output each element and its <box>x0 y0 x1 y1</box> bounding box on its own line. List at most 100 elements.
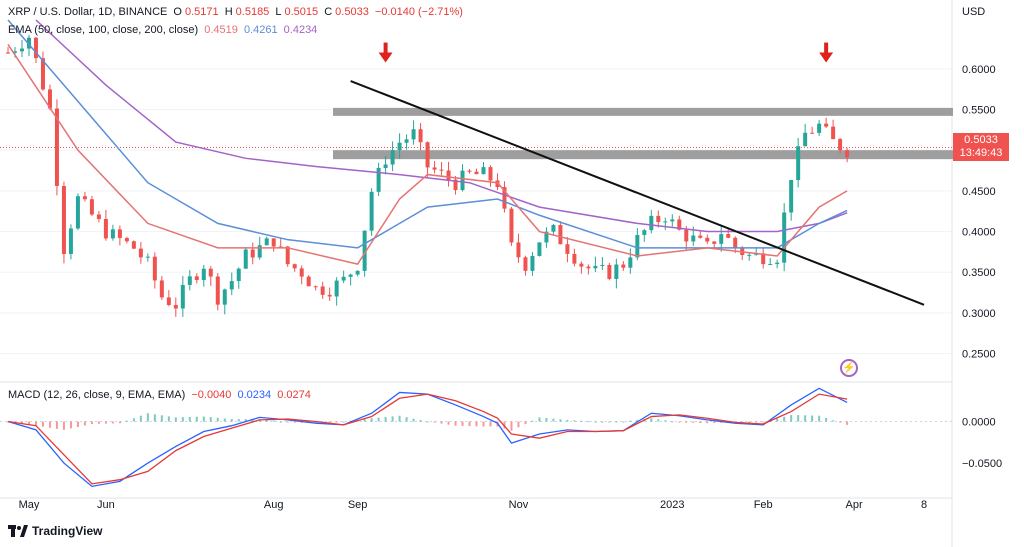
candle-body <box>446 170 451 180</box>
ema-legend[interactable]: EMA (50, close, 100, close, 200, close) … <box>8 24 320 36</box>
candle-body <box>789 180 794 213</box>
lightning-icon[interactable]: ⚡ <box>840 359 858 377</box>
grid <box>0 0 953 547</box>
candle-body <box>40 58 45 90</box>
macd-hist-bar <box>503 421 506 429</box>
macd-hist-bar <box>587 421 590 423</box>
time-axis[interactable]: May Jun Aug Sep Nov 2023 Feb Apr 8 <box>19 499 928 511</box>
candle-body <box>453 179 458 191</box>
macd-hist-bar <box>825 418 828 422</box>
macd-hist-bar <box>629 420 632 422</box>
macd-hist-bar <box>440 421 443 424</box>
macd-hist-bar <box>314 421 317 424</box>
time-tick-label: Apr <box>846 499 863 511</box>
high-label: H <box>224 6 233 18</box>
candle-body <box>236 268 241 282</box>
trendline[interactable] <box>350 80 925 306</box>
ema100-value: 0.4261 <box>243 24 278 36</box>
last-price-tag: 0.5033 13:49:43 <box>953 133 1009 161</box>
descending-trendline <box>350 80 925 306</box>
macd-legend[interactable]: MACD (12, 26, close, 9, EMA, EMA) −0.004… <box>8 389 314 401</box>
arrow-down-icon <box>378 42 393 63</box>
macd-hist-bar <box>174 417 177 422</box>
candle-body <box>558 225 563 245</box>
macd-hist-bar <box>209 417 212 422</box>
macd-hist-bar <box>286 421 289 423</box>
candle-body <box>551 225 556 232</box>
macd-hist-bar <box>167 416 170 422</box>
candle-body <box>117 229 122 239</box>
candle-body <box>530 255 535 271</box>
macd-hist-bar <box>699 421 702 423</box>
arrow-shaft <box>383 42 388 53</box>
macd-hist-bar <box>468 421 471 427</box>
candle-body <box>782 212 787 263</box>
macd-hist-bar <box>608 421 611 423</box>
candle-body <box>299 268 304 277</box>
price-tick-label: 0.4000 <box>962 227 996 239</box>
candle-body <box>222 289 227 305</box>
time-tick-label: Nov <box>509 499 529 511</box>
candle-body <box>404 139 409 143</box>
arrow-head <box>819 52 834 63</box>
macd-tick-label: 0.0000 <box>962 417 996 429</box>
macd-hist-bar <box>580 420 583 422</box>
macd-hist-bar <box>510 421 513 431</box>
time-tick-label: 2023 <box>660 499 684 511</box>
candle-body <box>733 237 738 249</box>
macd-hist-bar <box>657 419 660 422</box>
candle-body <box>152 256 157 281</box>
time-tick-label: Aug <box>264 499 284 511</box>
tradingview-logo[interactable]: TradingView <box>8 524 102 538</box>
candle-body <box>215 276 220 305</box>
candle-body <box>768 264 773 266</box>
candle-body <box>481 167 486 175</box>
macd-hist-bar <box>706 421 709 424</box>
macd-hist-bar <box>447 421 450 425</box>
macd-hist-bar <box>230 419 233 422</box>
candle-body <box>75 196 80 229</box>
candle-body <box>824 123 829 127</box>
macd-hist-bar <box>153 414 156 422</box>
macd-legend-title: MACD (12, 26, close, 9, EMA, EMA) <box>8 389 186 401</box>
ema200-value: 0.4234 <box>283 24 318 36</box>
macd-hist-bar <box>678 421 681 423</box>
currency-label[interactable]: USD <box>962 6 986 18</box>
candle-body <box>194 276 199 280</box>
signal-line-value: 0.0274 <box>277 389 311 401</box>
tradingview-logo-icon <box>8 525 28 537</box>
candle-body <box>292 264 297 269</box>
candle-body <box>488 167 493 181</box>
price-axis[interactable]: 0.60000.55000.50000.45000.40000.35000.30… <box>962 64 1002 470</box>
macd-hist-bar <box>461 421 464 426</box>
macd-hist-bar <box>622 421 625 423</box>
macd-hist-bar <box>762 421 765 423</box>
macd-hist-bar <box>811 415 814 422</box>
macd-line-value: 0.0234 <box>237 389 272 401</box>
candles <box>6 34 850 317</box>
macd-hist-bar <box>524 421 527 425</box>
macd-hist-bar <box>384 416 387 422</box>
candle-body <box>621 264 626 268</box>
macd-hist-bar <box>664 420 667 422</box>
candle-body <box>691 235 696 242</box>
price-tick-label: 0.4500 <box>962 186 996 198</box>
candle-body <box>810 132 815 134</box>
ema50-value: 0.4519 <box>204 24 238 36</box>
macd-hist-bar <box>636 419 639 422</box>
candle-body <box>26 37 31 49</box>
high-value: 0.5185 <box>235 6 270 18</box>
macd-hist-bar <box>146 413 149 422</box>
candle-body <box>96 214 101 219</box>
time-tick-label: Feb <box>754 499 773 511</box>
candle-body <box>243 249 248 269</box>
close-value: 0.5033 <box>335 6 369 18</box>
macd-tick-label: −0.0500 <box>962 458 1002 470</box>
candle-body <box>537 242 542 256</box>
symbol-title[interactable]: XRP / U.S. Dollar, 1D, BINANCE <box>8 6 168 18</box>
last-price: 0.5033 <box>964 134 998 146</box>
arrow-down-icon <box>819 42 834 63</box>
macd-hist-bar <box>377 417 380 422</box>
candle-body <box>719 234 724 244</box>
